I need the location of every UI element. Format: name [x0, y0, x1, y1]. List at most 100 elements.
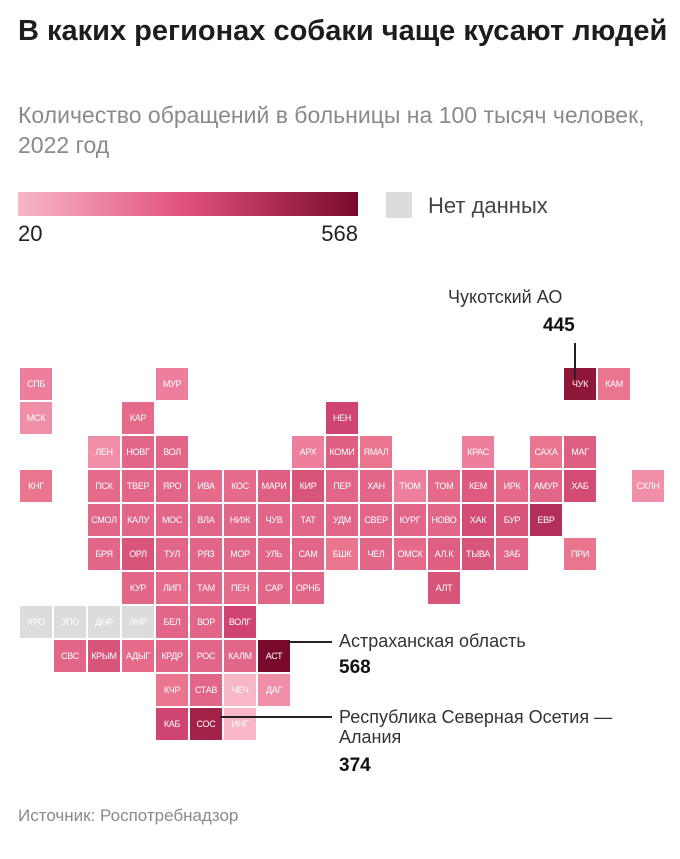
region-tile-арх[interactable]: АРХ	[292, 436, 324, 468]
callout-astrakhan-name: Астраханская область	[339, 631, 526, 651]
region-tile-адыг[interactable]: АДЫГ	[122, 640, 154, 672]
region-tile-аст[interactable]: АСТ	[258, 640, 290, 672]
region-tile-коми[interactable]: КОМИ	[326, 436, 358, 468]
region-tile-хро[interactable]: ХРО	[20, 606, 52, 638]
region-tile-мари[interactable]: МАРИ	[258, 470, 290, 502]
region-tile-сам[interactable]: САМ	[292, 538, 324, 570]
region-tile-бшк[interactable]: БШК	[326, 538, 358, 570]
region-tile-кам[interactable]: КАМ	[598, 368, 630, 400]
region-tile-кург[interactable]: КУРГ	[394, 504, 426, 536]
region-tile-заб[interactable]: ЗАБ	[496, 538, 528, 570]
region-tile-став[interactable]: СТАВ	[190, 674, 222, 706]
region-tile-кар[interactable]: КАР	[122, 402, 154, 434]
region-tile-чук[interactable]: ЧУК	[564, 368, 596, 400]
legend-max-label: 568	[321, 221, 358, 246]
region-tile-чел[interactable]: ЧЕЛ	[360, 538, 392, 570]
region-tile-чув[interactable]: ЧУВ	[258, 504, 290, 536]
region-tile-алк[interactable]: АЛ.К	[428, 538, 460, 570]
region-tile-хак[interactable]: ХАК	[462, 504, 494, 536]
region-tile-алт[interactable]: АЛТ	[428, 572, 460, 604]
region-tile-вла[interactable]: ВЛА	[190, 504, 222, 536]
region-tile-кнг[interactable]: КНГ	[20, 470, 52, 502]
region-tile-бел[interactable]: БЕЛ	[156, 606, 188, 638]
region-tile-мур[interactable]: МУР	[156, 368, 188, 400]
region-tile-бря[interactable]: БРЯ	[88, 538, 120, 570]
color-scale-bar	[18, 192, 358, 216]
region-tile-пер[interactable]: ПЕР	[326, 470, 358, 502]
region-tile-кос[interactable]: КОС	[224, 470, 256, 502]
region-tile-кир[interactable]: КИР	[292, 470, 324, 502]
region-tile-нен[interactable]: НЕН	[326, 402, 358, 434]
region-tile-волг[interactable]: ВОЛГ	[224, 606, 256, 638]
region-tile-маг[interactable]: МАГ	[564, 436, 596, 468]
region-tile-смол[interactable]: СМОЛ	[88, 504, 120, 536]
region-tile-твер[interactable]: ТВЕР	[122, 470, 154, 502]
region-tile-лип[interactable]: ЛИП	[156, 572, 188, 604]
region-tile-пен[interactable]: ПЕН	[224, 572, 256, 604]
region-tile-тюм[interactable]: ТЮМ	[394, 470, 426, 502]
region-tile-инг[interactable]: ИНГ	[224, 708, 256, 740]
region-tile-калм[interactable]: КАЛМ	[224, 640, 256, 672]
region-tile-крас[interactable]: КРАС	[462, 436, 494, 468]
region-tile-ниж[interactable]: НИЖ	[224, 504, 256, 536]
region-tile-уль[interactable]: УЛЬ	[258, 538, 290, 570]
nodata-swatch	[386, 192, 412, 218]
region-tile-вор[interactable]: ВОР	[190, 606, 222, 638]
region-tile-вол[interactable]: ВОЛ	[156, 436, 188, 468]
region-tile-там[interactable]: ТАМ	[190, 572, 222, 604]
region-tile-мос[interactable]: МОС	[156, 504, 188, 536]
region-tile-омск[interactable]: ОМСК	[394, 538, 426, 570]
region-tile-хаб[interactable]: ХАБ	[564, 470, 596, 502]
region-tile-ряз[interactable]: РЯЗ	[190, 538, 222, 570]
region-tile-саха[interactable]: САХА	[530, 436, 562, 468]
region-tile-евр[interactable]: ЕВР	[530, 504, 562, 536]
region-tile-новг[interactable]: НОВГ	[122, 436, 154, 468]
region-tile-бур[interactable]: БУР	[496, 504, 528, 536]
nodata-label: Нет данных	[428, 193, 548, 218]
region-tile-мск[interactable]: МСК	[20, 402, 52, 434]
region-tile-сар[interactable]: САР	[258, 572, 290, 604]
region-tile-удм[interactable]: УДМ	[326, 504, 358, 536]
chart-subtitle: Количество обращений в больницы на 100 т…	[18, 102, 645, 158]
callout-chukotka-leader	[574, 343, 576, 379]
region-tile-том[interactable]: ТОМ	[428, 470, 460, 502]
region-tile-ирк[interactable]: ИРК	[496, 470, 528, 502]
region-tile-днр[interactable]: ДНР	[88, 606, 120, 638]
region-tile-чеч[interactable]: ЧЕЧ	[224, 674, 256, 706]
chart-title: В каких регионах собаки чаще кусают люде…	[18, 15, 668, 47]
region-tile-мор[interactable]: МОР	[224, 538, 256, 570]
region-tile-кур[interactable]: КУР	[122, 572, 154, 604]
region-tile-лен[interactable]: ЛЕН	[88, 436, 120, 468]
region-tile-спб[interactable]: СПБ	[20, 368, 52, 400]
region-tile-орнб[interactable]: ОРНБ	[292, 572, 324, 604]
region-tile-каб[interactable]: КАБ	[156, 708, 188, 740]
region-tile-кем[interactable]: КЕМ	[462, 470, 494, 502]
callout-chukotka-value: 445	[543, 315, 575, 336]
region-tile-тат[interactable]: ТАТ	[292, 504, 324, 536]
region-tile-ямал[interactable]: ЯМАЛ	[360, 436, 392, 468]
region-tile-орл[interactable]: ОРЛ	[122, 538, 154, 570]
region-tile-схлн[interactable]: СХЛН	[632, 470, 664, 502]
region-tile-свер[interactable]: СВЕР	[360, 504, 392, 536]
region-tile-тыва[interactable]: ТЫВА	[462, 538, 494, 570]
region-tile-даг[interactable]: ДАГ	[258, 674, 290, 706]
region-tile-ива[interactable]: ИВА	[190, 470, 222, 502]
callout-astrakhan-value: 568	[339, 657, 371, 678]
region-tile-кчр[interactable]: КЧР	[156, 674, 188, 706]
legend-min-label: 20	[18, 221, 43, 246]
region-tile-крдр[interactable]: КРДР	[156, 640, 188, 672]
region-tile-яро[interactable]: ЯРО	[156, 470, 188, 502]
region-tile-тул[interactable]: ТУЛ	[156, 538, 188, 570]
region-tile-свс[interactable]: СВС	[54, 640, 86, 672]
region-tile-рос[interactable]: РОС	[190, 640, 222, 672]
region-tile-пск[interactable]: ПСК	[88, 470, 120, 502]
region-tile-ново[interactable]: НОВО	[428, 504, 460, 536]
region-tile-крым[interactable]: КРЫМ	[88, 640, 120, 672]
region-tile-хан[interactable]: ХАН	[360, 470, 392, 502]
region-tile-зпо[interactable]: ЗПО	[54, 606, 86, 638]
region-tile-при[interactable]: ПРИ	[564, 538, 596, 570]
region-tile-сос[interactable]: СОС	[190, 708, 222, 740]
region-tile-лнр[interactable]: ЛНР	[122, 606, 154, 638]
region-tile-калу[interactable]: КАЛУ	[122, 504, 154, 536]
region-tile-амур[interactable]: АМУР	[530, 470, 562, 502]
